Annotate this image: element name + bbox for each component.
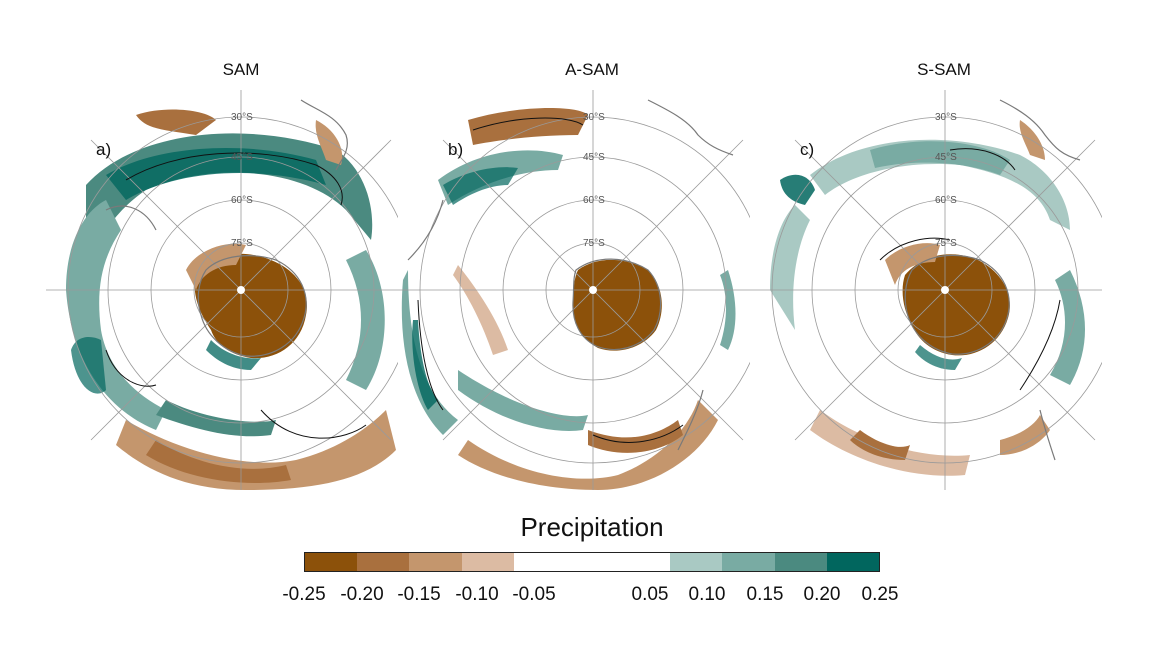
significance-contours bbox=[879, 148, 1061, 391]
coastlines bbox=[407, 99, 734, 451]
south-pole-marker bbox=[589, 286, 597, 294]
significance-contours bbox=[417, 117, 684, 443]
panel-title-s-sam: S-SAM bbox=[917, 60, 971, 79]
colorbar-segment bbox=[774, 553, 827, 571]
colorbar-segment bbox=[513, 553, 671, 571]
colorbar-segment bbox=[722, 553, 775, 571]
colorbar-tick-label: -0.15 bbox=[397, 584, 441, 605]
lat-label-45s: 45°S bbox=[231, 152, 253, 163]
south-pole-marker bbox=[237, 286, 245, 294]
lat-label-60s: 60°S bbox=[231, 195, 253, 206]
precip-field bbox=[66, 109, 396, 490]
colorbar-tick-label: 0.05 bbox=[631, 584, 669, 605]
colorbar-tick-label: -0.25 bbox=[282, 584, 326, 605]
colorbar-segment bbox=[670, 553, 723, 571]
coastlines bbox=[904, 99, 1081, 461]
colorbar-tick-label: 0.10 bbox=[688, 584, 726, 605]
latitude-labels: 30°S 45°S 60°S 75°S bbox=[935, 112, 957, 249]
panel-tag-c: c) bbox=[800, 140, 815, 159]
map-panel-s-sam: 30°S 45°S 60°S 75°S bbox=[750, 90, 1102, 490]
lat-label-30s: 30°S bbox=[935, 112, 957, 123]
colorbar-segment bbox=[461, 553, 514, 571]
lat-label-75s: 75°S bbox=[935, 238, 957, 249]
panel-title-a-sam: A-SAM bbox=[565, 60, 619, 79]
lat-label-30s: 30°S bbox=[583, 112, 605, 123]
colorbar-tick-label: -0.05 bbox=[512, 584, 556, 605]
panel-tag-b: b) bbox=[448, 140, 464, 159]
colorbar-tick-label: -0.20 bbox=[340, 584, 384, 605]
lat-label-75s: 75°S bbox=[583, 238, 605, 249]
coastlines bbox=[105, 99, 348, 357]
colorbar-segment bbox=[409, 553, 462, 571]
panel-tag-a: a) bbox=[96, 140, 112, 159]
latitude-labels: 30°S 45°S 60°S 75°S bbox=[583, 112, 605, 249]
lat-label-60s: 60°S bbox=[583, 195, 605, 206]
map-panel-a-sam: 30°S 45°S 60°S 75°S bbox=[398, 90, 750, 490]
panel-title-sam: SAM bbox=[222, 60, 260, 79]
precip-field bbox=[770, 120, 1085, 476]
colorbar-tick-label: -0.10 bbox=[455, 584, 499, 605]
colorbar-title: Precipitation bbox=[520, 512, 664, 542]
lat-label-30s: 30°S bbox=[231, 112, 253, 123]
lat-label-75s: 75°S bbox=[231, 238, 253, 249]
colorbar-tick-label: 0.15 bbox=[746, 584, 784, 605]
precip-field bbox=[401, 108, 736, 490]
colorbar-segment bbox=[357, 553, 410, 571]
lat-label-45s: 45°S bbox=[935, 152, 957, 163]
south-pole-marker bbox=[941, 286, 949, 294]
colorbar-tick-label: 0.20 bbox=[803, 584, 841, 605]
lat-label-45s: 45°S bbox=[583, 152, 605, 163]
colorbar-segment bbox=[826, 553, 880, 571]
lat-label-60s: 60°S bbox=[935, 195, 957, 206]
colorbar-segment bbox=[305, 553, 358, 571]
latitude-labels: 30°S 45°S 60°S 75°S bbox=[231, 112, 253, 249]
significance-contours bbox=[105, 152, 367, 439]
colorbar-tick-label: 0.25 bbox=[861, 584, 899, 605]
colorbar bbox=[304, 552, 880, 572]
map-panel-sam: 30°S 45°S 60°S 75°S bbox=[46, 90, 398, 490]
